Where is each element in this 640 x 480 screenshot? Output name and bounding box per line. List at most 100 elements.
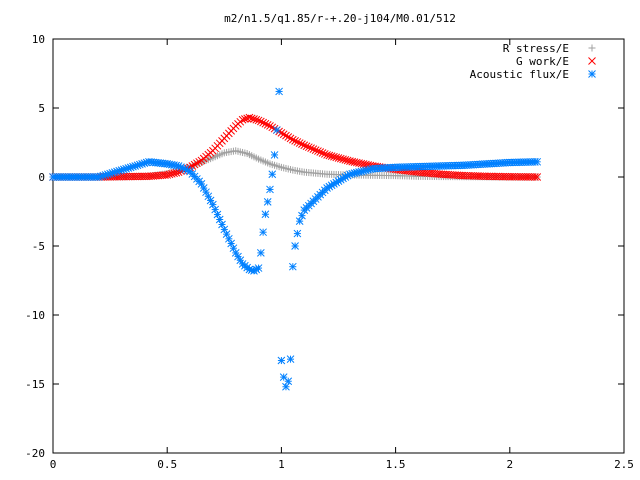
data-point	[275, 87, 283, 96]
data-point	[298, 140, 306, 149]
data-point	[195, 157, 204, 166]
data-point	[286, 134, 295, 143]
data-point	[261, 119, 270, 128]
data-point	[284, 133, 293, 141]
data-point	[350, 158, 359, 166]
data-point	[270, 151, 279, 159]
axis-ticks: 0 0.5 1 1.5 2 2.5 -20 -15 -10 -5 0 5 10	[25, 33, 634, 471]
data-point	[288, 135, 297, 144]
data-point	[266, 185, 274, 194]
data-point	[352, 158, 361, 167]
x-tick-label: 0.5	[157, 458, 177, 471]
data-point	[334, 154, 343, 162]
y-tick-label: 10	[32, 33, 45, 46]
data-point	[190, 160, 199, 169]
data-point	[282, 131, 290, 140]
data-point	[263, 197, 272, 206]
x-tick-label: 2	[506, 458, 513, 471]
data-point	[323, 151, 331, 159]
data-point	[307, 144, 315, 153]
data-point	[314, 147, 322, 155]
y-tick-label: -15	[25, 378, 45, 391]
data-point	[256, 117, 265, 126]
data-point	[259, 228, 267, 237]
data-point	[268, 170, 277, 179]
data-point	[272, 126, 281, 134]
data-point	[170, 169, 178, 178]
data-point	[325, 151, 334, 160]
data-point	[343, 156, 352, 165]
data-point	[266, 122, 274, 130]
y-tick-label: -5	[32, 240, 45, 253]
data-point	[165, 170, 174, 179]
data-point	[291, 136, 299, 145]
data-point	[327, 152, 336, 161]
y-tick-label: 5	[38, 102, 45, 115]
data-point	[336, 154, 345, 163]
data-point	[295, 139, 304, 147]
data-point	[167, 169, 176, 178]
data-point	[254, 116, 263, 125]
data-point	[241, 115, 249, 123]
data-point	[348, 157, 357, 166]
data-point	[533, 173, 542, 181]
data-point	[320, 150, 329, 158]
data-point	[284, 377, 293, 386]
data-point	[357, 159, 366, 168]
y-tick-label: -20	[25, 447, 45, 460]
data-point	[302, 142, 311, 151]
data-point	[533, 157, 542, 166]
y-tick-label: -10	[25, 309, 45, 322]
data-point	[247, 114, 256, 123]
data-point	[355, 159, 363, 167]
chart-title: m2/n1.5/q1.85/r-+.20-j104/M0.01/512	[224, 12, 456, 25]
x-tick-label: 1	[278, 458, 285, 471]
data-point	[277, 356, 286, 365]
data-point	[309, 145, 318, 153]
data-point	[318, 149, 327, 157]
data-point	[279, 130, 288, 139]
legend-marker	[588, 44, 596, 52]
data-point	[291, 242, 299, 250]
data-point	[252, 115, 261, 124]
data-point	[359, 160, 368, 168]
x-tick-label: 2.5	[614, 458, 634, 471]
data-point	[288, 262, 297, 271]
legend-label: Acoustic flux/E	[470, 68, 569, 81]
y-tick-label: 0	[38, 171, 45, 184]
series-2	[49, 87, 542, 391]
data-point	[332, 153, 341, 162]
data-point	[263, 120, 272, 129]
x-tick-label: 0	[50, 458, 57, 471]
data-point	[245, 113, 254, 122]
data-point	[250, 115, 258, 123]
data-point	[256, 249, 265, 257]
data-point	[261, 210, 270, 219]
data-point	[293, 138, 302, 146]
data-point	[346, 157, 354, 165]
data-point	[300, 141, 309, 150]
legend-marker	[588, 70, 596, 78]
legend-label: G work/E	[516, 55, 569, 68]
data-point	[293, 229, 302, 238]
series-layer	[49, 87, 542, 391]
data-point	[286, 355, 295, 364]
x-tick-label: 1.5	[386, 458, 406, 471]
data-point	[193, 159, 201, 168]
data-point	[316, 148, 325, 156]
legend-marker	[588, 57, 596, 65]
data-point	[339, 155, 347, 164]
data-point	[172, 168, 181, 177]
data-point	[163, 171, 172, 179]
data-point	[341, 156, 350, 164]
data-point	[238, 115, 247, 124]
data-point	[311, 146, 320, 154]
data-point	[254, 264, 263, 272]
data-point	[259, 118, 267, 127]
data-point	[330, 152, 338, 161]
legend-label: R stress/E	[503, 42, 569, 55]
plot-frame	[52, 38, 625, 454]
data-point	[531, 173, 539, 181]
